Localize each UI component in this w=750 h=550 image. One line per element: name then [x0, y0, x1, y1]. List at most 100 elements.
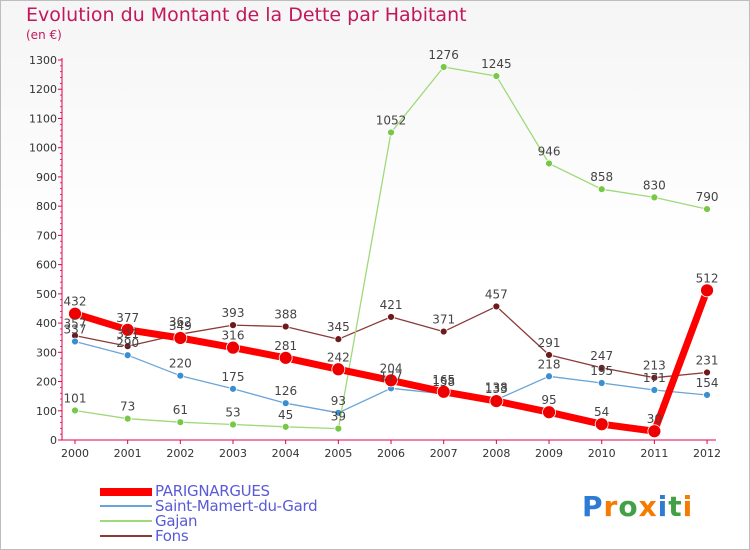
- data-label-PARIGNARGUES-2000: 432: [64, 295, 87, 309]
- y-tick-label: 900: [36, 171, 57, 184]
- data-point-Saint-Mamert-du-Gard-2000: [71, 337, 79, 346]
- legend-item: Gajan: [100, 512, 380, 530]
- data-point-Gajan-2000: [71, 406, 79, 415]
- data-point-Fons-2011: [650, 373, 659, 382]
- data-point-Gajan-2001: [123, 414, 132, 423]
- data-point-Fons-2007: [439, 327, 448, 336]
- data-point-Fons-2009: [545, 351, 553, 359]
- data-label-PARIGNARGUES-2002: 349: [169, 319, 192, 333]
- data-label-Fons-2000: 357: [64, 317, 87, 331]
- data-point-Gajan-2008: [492, 72, 501, 80]
- data-label-Saint-Mamert-du-Gard-2010: 195: [590, 364, 613, 378]
- data-point-PARIGNARGUES-2001: [120, 322, 135, 337]
- data-point-PARIGNARGUES-2003: [226, 340, 240, 355]
- data-label-Fons-2002: 362: [169, 315, 192, 329]
- data-label-Saint-Mamert-du-Gard-2001: 290: [116, 336, 139, 350]
- data-label-Fons-2007: 371: [432, 313, 455, 327]
- data-point-Saint-Mamert-du-Gard-2001: [123, 351, 132, 360]
- legend-swatch: [100, 535, 152, 537]
- legend-item: PARIGNARGUES: [100, 482, 380, 500]
- data-point-Saint-Mamert-du-Gard-2003: [229, 384, 237, 393]
- chart-subtitle: (en €): [26, 28, 62, 42]
- legend: PARIGNARGUES Saint-Mamert-du-Gard Gajan Fon…: [100, 482, 380, 545]
- data-label-Fons-2001: 321: [116, 327, 139, 341]
- data-point-Gajan-2006: [387, 128, 395, 137]
- data-label-Gajan-2000: 101: [64, 391, 87, 405]
- data-point-Saint-Mamert-du-Gard-2009: [545, 372, 553, 381]
- data-label-Gajan-2002: 61: [173, 403, 188, 417]
- data-label-Gajan-2008: 1245: [481, 57, 512, 71]
- data-point-PARIGNARGUES-2010: [594, 417, 609, 432]
- data-point-Fons-2010: [597, 363, 606, 372]
- data-label-PARIGNARGUES-2010: 54: [594, 405, 609, 419]
- data-point-Gajan-2012: [703, 205, 711, 213]
- data-label-PARIGNARGUES-2004: 281: [274, 339, 297, 353]
- legend-label: PARIGNARGUES: [155, 482, 270, 500]
- data-label-PARIGNARGUES-2012: 512: [696, 271, 719, 285]
- data-point-PARIGNARGUES-2011: [647, 424, 662, 439]
- data-point-PARIGNARGUES-2000: [68, 306, 82, 321]
- y-tick-label: 500: [36, 288, 57, 301]
- data-label-Saint-Mamert-du-Gard-2006: 177: [380, 369, 403, 383]
- data-label-Gajan-2011: 830: [643, 178, 666, 192]
- y-tick-label: 1100: [29, 112, 57, 125]
- x-tick-label: 2004: [272, 447, 300, 460]
- data-label-Saint-Mamert-du-Gard-2002: 220: [169, 357, 192, 371]
- data-label-PARIGNARGUES-2011: 30: [647, 412, 662, 426]
- y-tick-label: 1000: [29, 142, 57, 155]
- data-label-Fons-2012: 231: [696, 353, 719, 367]
- y-tick-label: 600: [36, 259, 57, 272]
- y-tick-label: 1300: [29, 54, 57, 67]
- y-tick-label: 300: [36, 346, 57, 359]
- data-point-PARIGNARGUES-2009: [542, 405, 556, 420]
- data-point-PARIGNARGUES-2005: [331, 362, 346, 377]
- data-point-Saint-Mamert-du-Gard-2010: [597, 379, 606, 387]
- data-label-PARIGNARGUES-2001: 377: [116, 311, 139, 325]
- data-label-Gajan-2012: 790: [696, 190, 719, 204]
- logo-letter: i: [682, 490, 694, 523]
- chart-title: Evolution du Montant de la Dette par Hab…: [26, 4, 467, 26]
- data-label-Saint-Mamert-du-Gard-2007: 158: [432, 375, 455, 389]
- data-label-Fons-2009: 291: [538, 336, 561, 350]
- data-point-Saint-Mamert-du-Gard-2004: [281, 399, 290, 408]
- data-label-Gajan-2003: 53: [225, 406, 240, 420]
- data-label-Gajan-2009: 946: [538, 144, 561, 158]
- logo-letter: r: [603, 490, 619, 523]
- y-tick-label: 100: [36, 405, 57, 418]
- data-point-Fons-2005: [334, 335, 343, 344]
- legend-swatch: [100, 505, 152, 507]
- data-label-Gajan-2004: 45: [278, 408, 293, 422]
- x-tick-label: 2012: [693, 447, 721, 460]
- data-point-Gajan-2010: [597, 185, 606, 194]
- data-label-Fons-2005: 345: [327, 320, 350, 334]
- data-label-Fons-2008: 457: [485, 287, 508, 301]
- data-label-Saint-Mamert-du-Gard-2012: 154: [696, 376, 719, 390]
- legend-swatch: [100, 520, 152, 522]
- data-label-Fons-2011: 213: [643, 359, 666, 373]
- data-point-Gajan-2011: [650, 193, 659, 202]
- x-tick-label: 2006: [377, 447, 405, 460]
- data-point-Gajan-2004: [281, 422, 290, 431]
- data-point-PARIGNARGUES-2006: [384, 373, 398, 388]
- data-label-Saint-Mamert-du-Gard-2003: 175: [222, 370, 245, 384]
- x-tick-label: 2011: [640, 447, 668, 460]
- data-point-PARIGNARGUES-2012: [700, 283, 714, 298]
- data-point-Gajan-2003: [229, 420, 237, 429]
- data-label-PARIGNARGUES-2007: 165: [432, 373, 455, 387]
- data-point-Fons-2012: [703, 368, 711, 377]
- logo-letter: t: [668, 490, 683, 523]
- legend-item: Fons: [100, 527, 380, 545]
- data-label-Gajan-2006: 1052: [376, 113, 407, 127]
- x-tick-label: 2005: [324, 447, 352, 460]
- logo-letter: P: [582, 490, 604, 523]
- data-label-Saint-Mamert-du-Gard-2005: 93: [331, 394, 346, 408]
- data-label-Saint-Mamert-du-Gard-2004: 126: [274, 384, 297, 398]
- logo-letter: i: [657, 490, 669, 523]
- data-point-Gajan-2005: [334, 424, 343, 433]
- legend-label: Saint-Mamert-du-Gard: [155, 497, 318, 515]
- data-label-Saint-Mamert-du-Gard-2011: 171: [643, 371, 666, 385]
- logo-letter: x: [638, 490, 658, 523]
- legend-item: Saint-Mamert-du-Gard: [100, 497, 380, 515]
- x-tick-label: 2003: [219, 447, 247, 460]
